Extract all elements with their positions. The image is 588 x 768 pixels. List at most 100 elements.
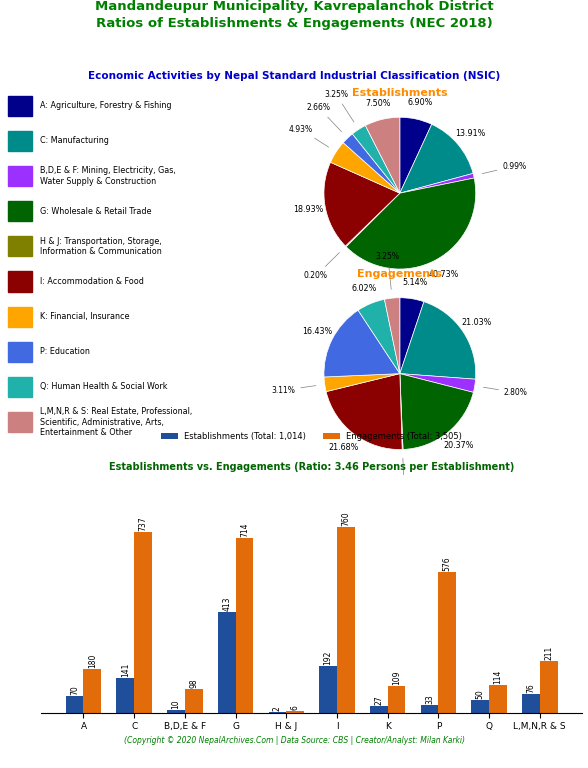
Bar bbox=[218, 611, 236, 713]
Text: 576: 576 bbox=[443, 556, 452, 571]
Wedge shape bbox=[330, 143, 400, 194]
Wedge shape bbox=[385, 298, 400, 374]
Text: 40.73%: 40.73% bbox=[429, 270, 459, 280]
Text: 180: 180 bbox=[88, 654, 97, 667]
Text: 3.11%: 3.11% bbox=[272, 386, 316, 395]
Text: (Copyright © 2020 NepalArchives.Com | Data Source: CBS | Creator/Analyst: Milan : (Copyright © 2020 NepalArchives.Com | Da… bbox=[123, 736, 465, 745]
Text: I: Accommodation & Food: I: Accommodation & Food bbox=[39, 277, 143, 286]
Text: 760: 760 bbox=[342, 511, 350, 526]
Text: 2.66%: 2.66% bbox=[307, 104, 342, 131]
Title: Engagements: Engagements bbox=[358, 269, 442, 279]
Text: 2: 2 bbox=[273, 707, 282, 711]
Wedge shape bbox=[400, 374, 473, 449]
Bar bbox=[8, 131, 32, 151]
Bar bbox=[185, 689, 203, 713]
Text: 192: 192 bbox=[323, 650, 333, 665]
Text: 16.43%: 16.43% bbox=[302, 327, 333, 336]
Text: 98: 98 bbox=[189, 678, 198, 687]
Text: K: Financial, Insurance: K: Financial, Insurance bbox=[39, 312, 129, 321]
Text: 6.90%: 6.90% bbox=[407, 98, 432, 108]
Bar bbox=[8, 342, 32, 362]
Wedge shape bbox=[400, 124, 473, 194]
Bar bbox=[8, 166, 32, 186]
Wedge shape bbox=[346, 178, 476, 269]
Text: C: Manufacturing: C: Manufacturing bbox=[39, 136, 108, 145]
Text: Economic Activities by Nepal Standard Industrial Classification (NSIC): Economic Activities by Nepal Standard In… bbox=[88, 71, 500, 81]
Text: A: Agriculture, Forestry & Fishing: A: Agriculture, Forestry & Fishing bbox=[39, 101, 171, 110]
Wedge shape bbox=[400, 174, 474, 194]
Text: B,D,E & F: Mining, Electricity, Gas,
Water Supply & Construction: B,D,E & F: Mining, Electricity, Gas, Wat… bbox=[39, 166, 175, 186]
Bar bbox=[8, 95, 32, 116]
Text: 413: 413 bbox=[222, 596, 231, 611]
Bar bbox=[8, 271, 32, 292]
Wedge shape bbox=[400, 302, 476, 379]
Bar bbox=[472, 700, 489, 713]
Bar bbox=[319, 666, 337, 713]
Bar bbox=[8, 377, 32, 397]
Bar bbox=[134, 532, 152, 713]
Wedge shape bbox=[352, 125, 400, 194]
Bar bbox=[540, 661, 557, 713]
Wedge shape bbox=[343, 134, 400, 194]
Bar bbox=[387, 686, 406, 713]
Text: 141: 141 bbox=[121, 663, 130, 677]
Text: 5.14%: 5.14% bbox=[402, 278, 427, 286]
Bar bbox=[116, 678, 134, 713]
Wedge shape bbox=[400, 374, 403, 449]
Text: H & J: Transportation, Storage,
Information & Communication: H & J: Transportation, Storage, Informat… bbox=[39, 237, 161, 256]
Text: 0.99%: 0.99% bbox=[482, 161, 526, 174]
Bar bbox=[8, 412, 32, 432]
Text: 20.37%: 20.37% bbox=[443, 441, 473, 450]
Text: 3.25%: 3.25% bbox=[324, 90, 354, 122]
Title: Establishments vs. Engagements (Ratio: 3.46 Persons per Establishment): Establishments vs. Engagements (Ratio: 3… bbox=[109, 462, 514, 472]
Text: 114: 114 bbox=[493, 670, 503, 684]
Title: Establishments: Establishments bbox=[352, 88, 447, 98]
Bar bbox=[337, 527, 355, 713]
Text: 21.68%: 21.68% bbox=[329, 443, 359, 452]
Text: 7.50%: 7.50% bbox=[366, 98, 391, 108]
Text: 0.17%: 0.17% bbox=[392, 458, 416, 495]
Wedge shape bbox=[358, 300, 400, 374]
Bar bbox=[8, 306, 32, 326]
Text: 2.80%: 2.80% bbox=[483, 387, 528, 397]
Wedge shape bbox=[324, 374, 400, 392]
Text: 50: 50 bbox=[476, 690, 485, 700]
Text: 3.25%: 3.25% bbox=[376, 252, 400, 290]
Text: 21.03%: 21.03% bbox=[462, 318, 492, 327]
Legend: Establishments (Total: 1,014), Engagements (Total: 3,505): Establishments (Total: 1,014), Engagemen… bbox=[158, 429, 466, 445]
Bar bbox=[8, 201, 32, 221]
Bar bbox=[66, 696, 83, 713]
Text: 0.20%: 0.20% bbox=[304, 253, 339, 280]
Text: 10: 10 bbox=[172, 700, 181, 710]
Bar bbox=[489, 685, 507, 713]
Wedge shape bbox=[365, 118, 400, 194]
Bar bbox=[167, 710, 185, 713]
Text: 6: 6 bbox=[290, 705, 300, 710]
Wedge shape bbox=[324, 162, 400, 246]
Text: L,M,N,R & S: Real Estate, Professional,
Scientific, Administrative, Arts,
Entert: L,M,N,R & S: Real Estate, Professional, … bbox=[39, 407, 192, 437]
Text: 737: 737 bbox=[139, 517, 148, 531]
Wedge shape bbox=[345, 194, 400, 247]
Text: 109: 109 bbox=[392, 670, 401, 685]
Text: Q: Human Health & Social Work: Q: Human Health & Social Work bbox=[39, 382, 167, 392]
Wedge shape bbox=[400, 374, 476, 392]
Wedge shape bbox=[324, 310, 400, 377]
Text: 27: 27 bbox=[375, 696, 383, 705]
Wedge shape bbox=[400, 298, 424, 374]
Text: P: Education: P: Education bbox=[39, 347, 89, 356]
Text: 6.02%: 6.02% bbox=[352, 283, 377, 293]
Bar bbox=[8, 237, 32, 257]
Bar bbox=[370, 706, 387, 713]
Text: 211: 211 bbox=[544, 646, 553, 660]
Text: 13.91%: 13.91% bbox=[456, 129, 486, 138]
Text: 18.93%: 18.93% bbox=[293, 205, 324, 214]
Bar bbox=[236, 538, 253, 713]
Bar bbox=[439, 571, 456, 713]
Wedge shape bbox=[326, 374, 402, 449]
Bar bbox=[420, 704, 439, 713]
Text: 4.93%: 4.93% bbox=[289, 125, 329, 147]
Text: 76: 76 bbox=[526, 684, 536, 694]
Wedge shape bbox=[400, 118, 432, 194]
Bar bbox=[286, 711, 304, 713]
Text: 714: 714 bbox=[240, 522, 249, 537]
